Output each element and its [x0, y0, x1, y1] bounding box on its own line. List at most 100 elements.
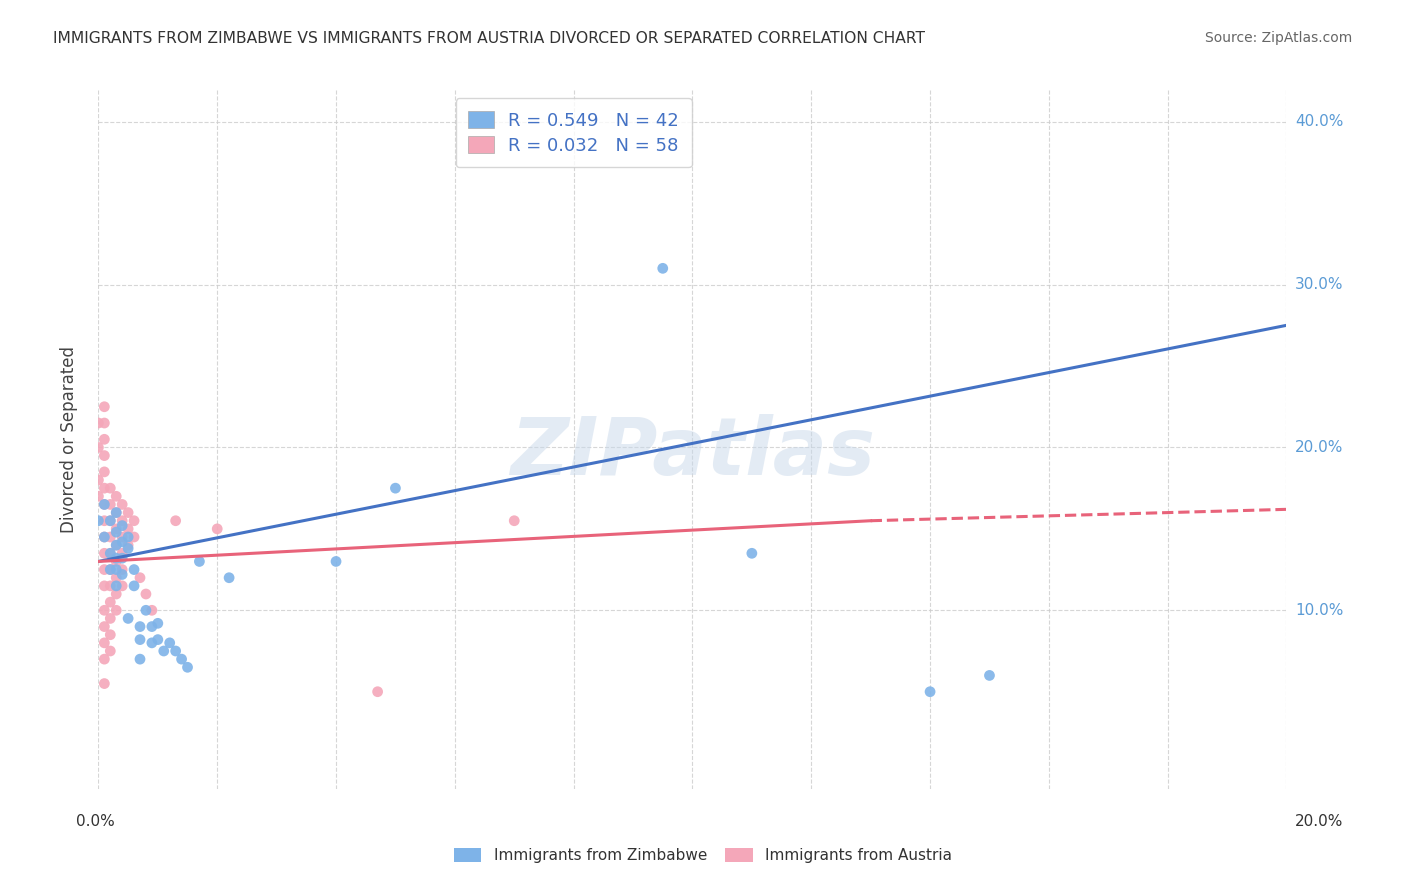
Point — [176, 660, 198, 674]
Point — [122, 563, 145, 577]
Point — [117, 541, 139, 556]
Point — [129, 652, 152, 666]
Point — [111, 551, 134, 566]
Point — [93, 579, 115, 593]
Point — [651, 261, 673, 276]
Point — [105, 525, 128, 540]
Point — [165, 644, 187, 658]
Text: 0.0%: 0.0% — [76, 814, 115, 829]
Point — [105, 538, 128, 552]
Point — [93, 530, 115, 544]
Point — [105, 489, 128, 503]
Point — [111, 498, 134, 512]
Point — [98, 563, 121, 577]
Point — [117, 611, 139, 625]
Point — [129, 619, 152, 633]
Point — [111, 567, 134, 582]
Point — [117, 530, 139, 544]
Point — [188, 554, 211, 568]
Point — [105, 522, 128, 536]
Point — [122, 514, 145, 528]
Point — [98, 546, 121, 560]
Point — [105, 579, 128, 593]
Text: Source: ZipAtlas.com: Source: ZipAtlas.com — [1205, 31, 1353, 45]
Point — [122, 530, 145, 544]
Point — [152, 644, 174, 658]
Point — [105, 506, 128, 520]
Point — [93, 449, 115, 463]
Point — [105, 587, 128, 601]
Point — [105, 563, 128, 577]
Point — [117, 506, 139, 520]
Point — [111, 518, 134, 533]
Point — [93, 652, 115, 666]
Point — [129, 632, 152, 647]
Point — [146, 632, 169, 647]
Point — [105, 538, 128, 552]
Point — [170, 652, 193, 666]
Point — [93, 636, 115, 650]
Point — [111, 530, 134, 544]
Point — [98, 628, 121, 642]
Text: IMMIGRANTS FROM ZIMBABWE VS IMMIGRANTS FROM AUSTRIA DIVORCED OR SEPARATED CORREL: IMMIGRANTS FROM ZIMBABWE VS IMMIGRANTS F… — [53, 31, 925, 46]
Point — [87, 514, 110, 528]
Point — [205, 522, 228, 536]
Point — [98, 514, 121, 528]
Point — [93, 530, 115, 544]
Text: 40.0%: 40.0% — [1295, 114, 1343, 129]
Point — [87, 441, 110, 455]
Point — [98, 595, 121, 609]
Point — [503, 514, 526, 528]
Point — [384, 481, 406, 495]
Legend: R = 0.549   N = 42, R = 0.032   N = 58: R = 0.549 N = 42, R = 0.032 N = 58 — [456, 98, 692, 168]
Point — [105, 554, 128, 568]
Point — [93, 498, 115, 512]
Point — [105, 506, 128, 520]
Point — [111, 546, 134, 560]
Point — [117, 538, 139, 552]
Text: 10.0%: 10.0% — [1295, 603, 1343, 618]
Point — [98, 498, 121, 512]
Point — [105, 571, 128, 585]
Point — [93, 546, 115, 560]
Point — [93, 433, 115, 447]
Point — [105, 603, 128, 617]
Point — [93, 416, 115, 430]
Point — [93, 514, 115, 528]
Point — [122, 579, 145, 593]
Text: 30.0%: 30.0% — [1295, 277, 1343, 292]
Point — [98, 644, 121, 658]
Point — [98, 514, 121, 528]
Text: ZIPatlas: ZIPatlas — [510, 414, 875, 492]
Point — [979, 668, 1001, 682]
Point — [135, 587, 157, 601]
Point — [141, 603, 163, 617]
Point — [93, 498, 115, 512]
Point — [105, 551, 128, 566]
Point — [141, 619, 163, 633]
Point — [98, 579, 121, 593]
Point — [93, 563, 115, 577]
Point — [87, 489, 110, 503]
Point — [98, 530, 121, 544]
Point — [218, 571, 240, 585]
Point — [93, 400, 115, 414]
Point — [146, 616, 169, 631]
Point — [98, 611, 121, 625]
Point — [920, 684, 942, 698]
Point — [93, 481, 115, 495]
Point — [93, 603, 115, 617]
Text: 20.0%: 20.0% — [1295, 440, 1343, 455]
Point — [135, 603, 157, 617]
Point — [98, 481, 121, 495]
Point — [159, 636, 181, 650]
Point — [325, 554, 347, 568]
Point — [367, 684, 389, 698]
Point — [87, 473, 110, 487]
Point — [111, 535, 134, 549]
Point — [111, 563, 134, 577]
Point — [741, 546, 763, 560]
Point — [98, 563, 121, 577]
Point — [111, 579, 134, 593]
Legend: Immigrants from Zimbabwe, Immigrants from Austria: Immigrants from Zimbabwe, Immigrants fro… — [446, 840, 960, 871]
